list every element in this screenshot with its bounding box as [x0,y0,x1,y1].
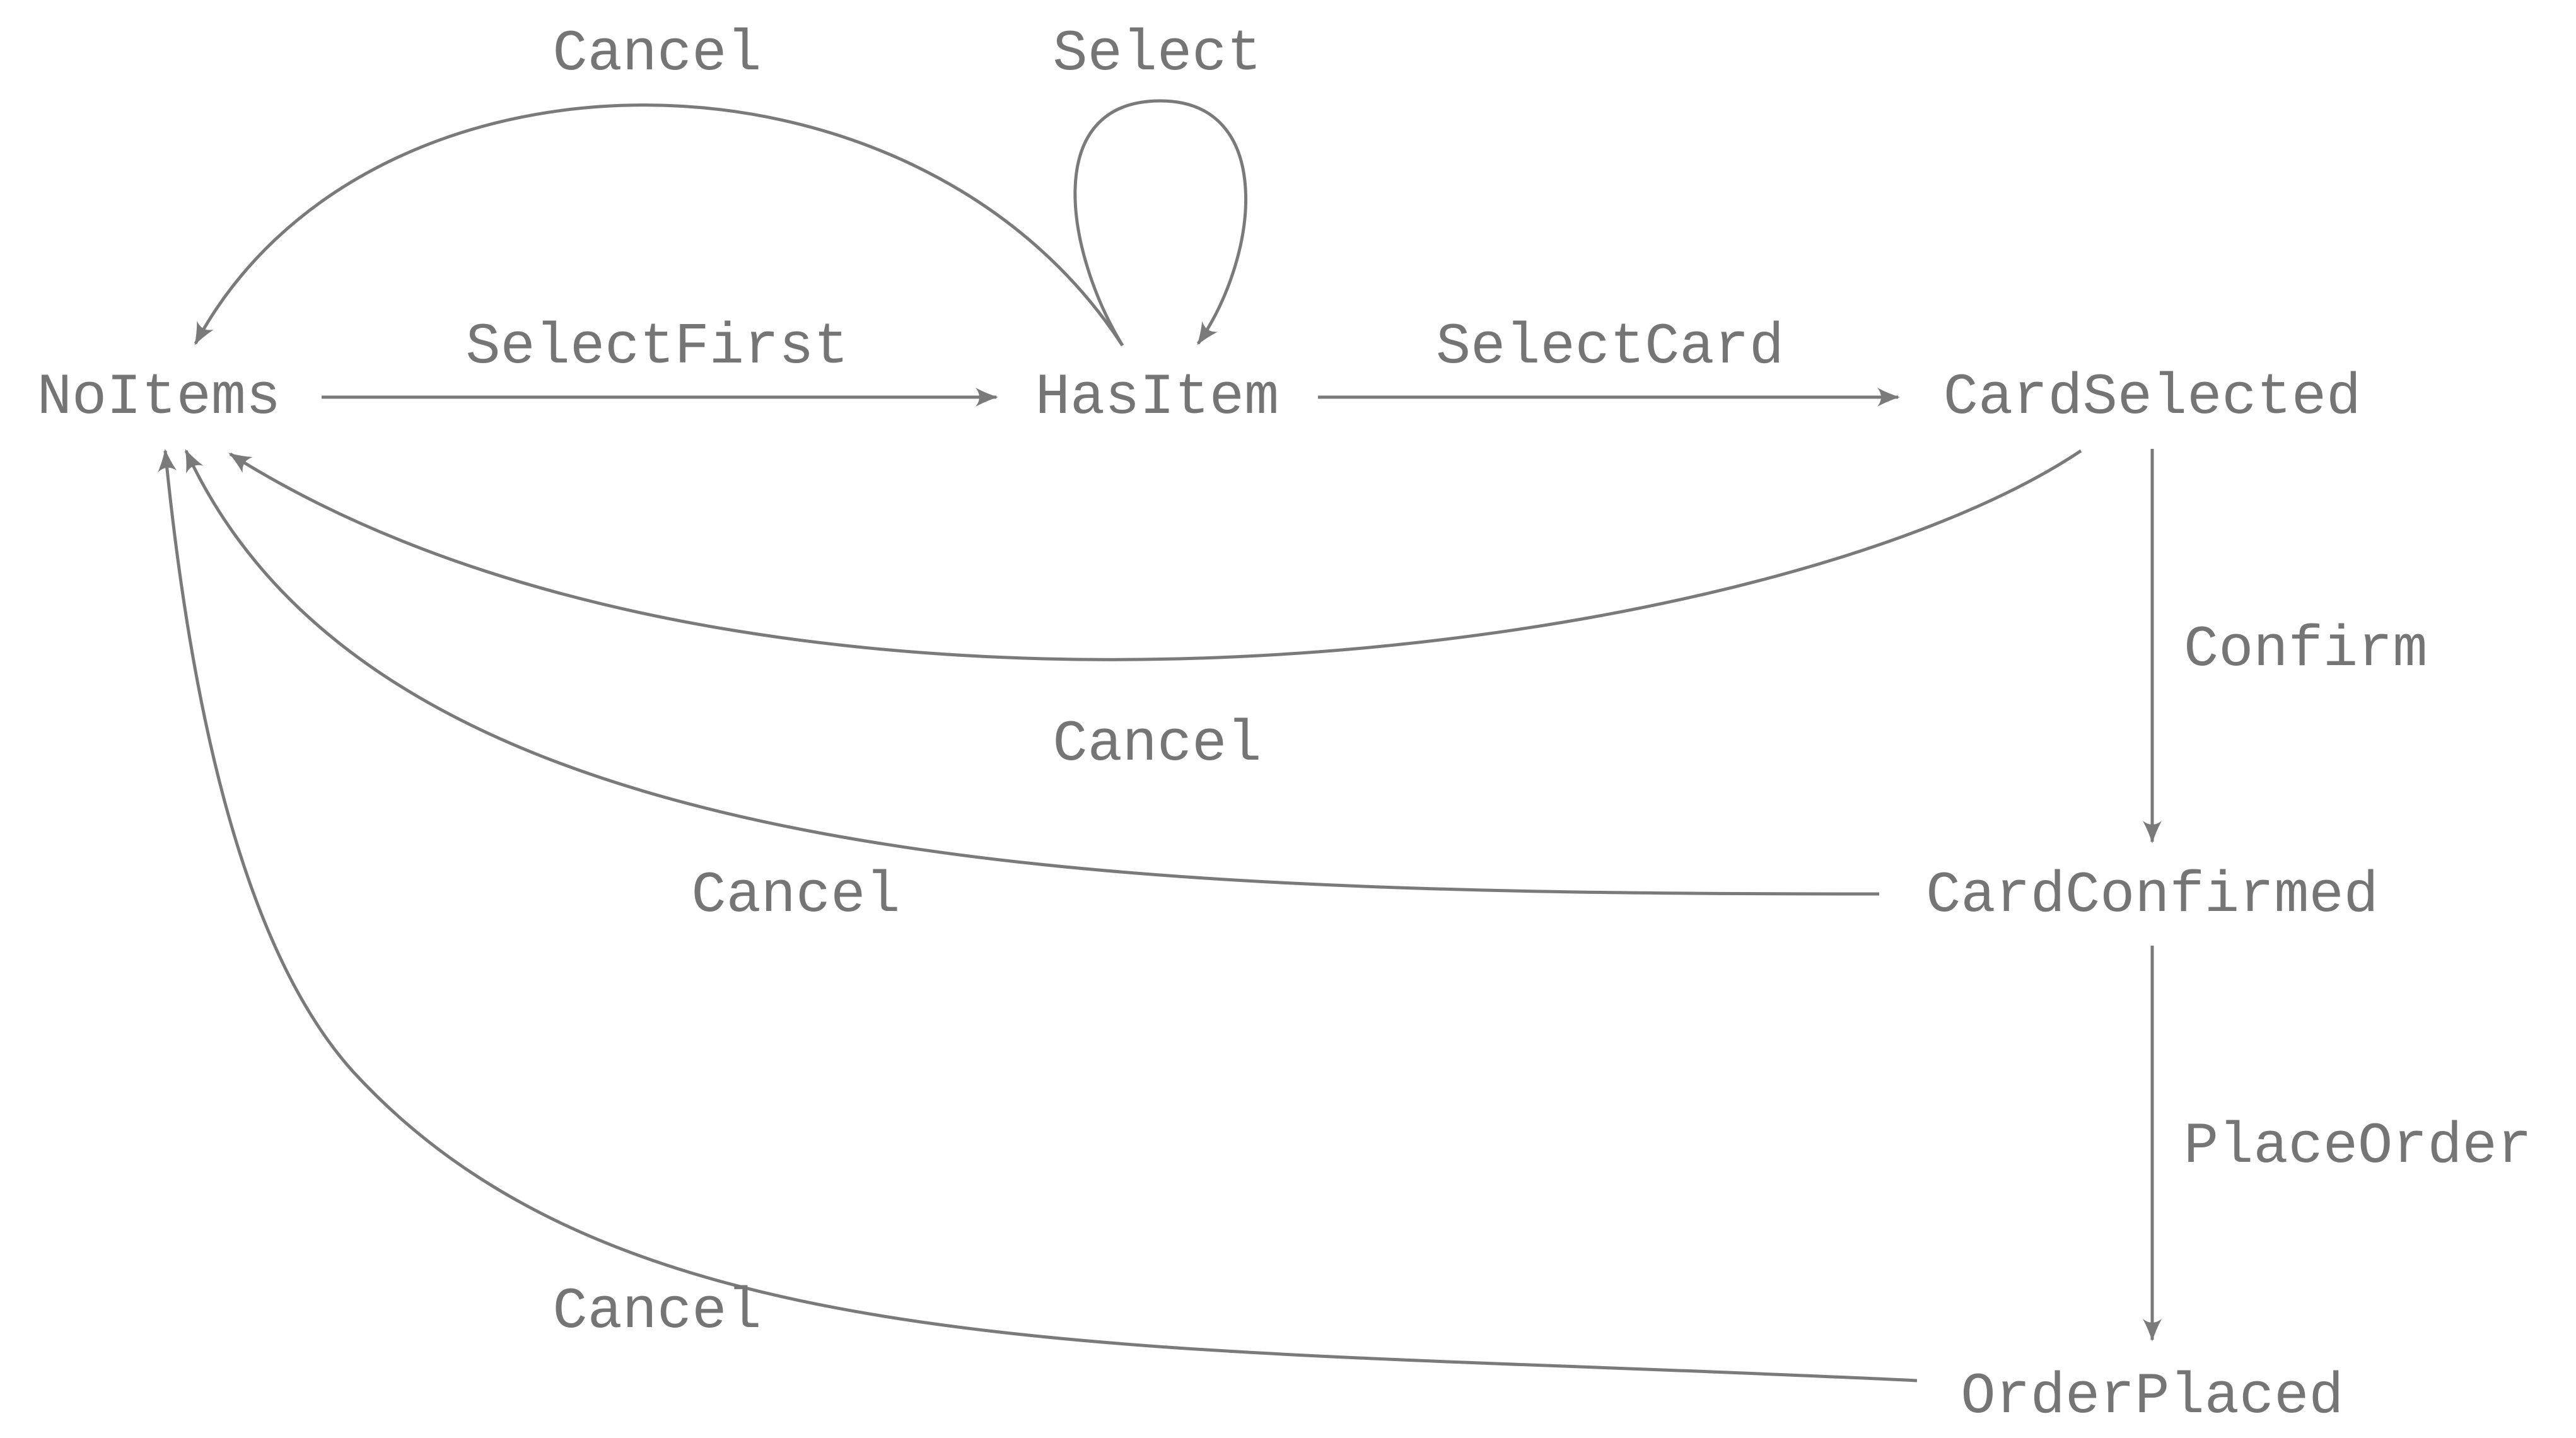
label-confirm: Confirm [2184,617,2427,683]
label-select-first: SelectFirst [465,314,848,380]
edge-cancel-from-card-confirmed [184,449,1880,896]
label-select: Select [1052,21,1261,87]
state-card-confirmed: CardConfirmed [1926,862,2379,929]
edge-cancel-from-order-placed [158,449,1918,1383]
label-cancel-from-order-placed: Cancel [552,1279,761,1345]
state-has-item: HasItem [1035,364,1279,431]
edge-select-loop [1073,99,1247,347]
edge-cancel-from-has-item [194,103,1124,347]
label-place-order: PlaceOrder [2184,1113,2532,1180]
label-cancel-from-has-item: Cancel [552,21,761,87]
state-order-placed: OrderPlaced [1961,1364,2343,1430]
label-cancel-from-card-selected: Cancel [1052,711,1261,777]
label-select-card: SelectCard [1436,314,1784,380]
state-no-items: NoItems [37,364,281,431]
edge-cancel-from-card-selected [228,449,2082,661]
state-card-selected: CardSelected [1944,364,2362,431]
label-cancel-from-card-confirmed: Cancel [691,862,900,929]
